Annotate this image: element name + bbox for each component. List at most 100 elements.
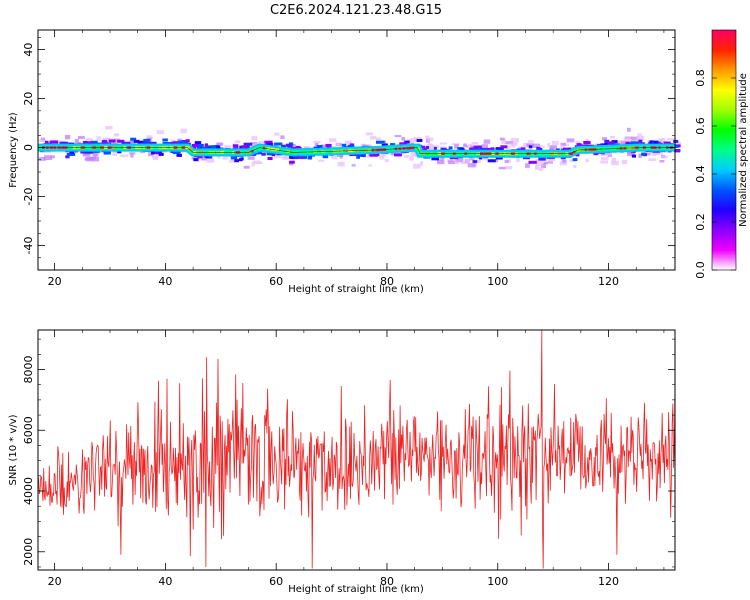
snr-x-axis-label: Height of straight line (km) [288,584,424,595]
spectrogram-band-cell [108,139,116,143]
spectrogram-halo-cell [560,145,565,149]
spectrogram-halo-cell [379,155,385,160]
spectrogram-halo-cell [368,164,372,167]
spectrogram-halo-cell [313,140,321,143]
spectrogram-halo-cell [410,151,417,156]
spectrogram-halo-cell [151,155,159,158]
spectrogram-band-cell [299,155,304,159]
spectrogram-halo-cell [566,138,575,143]
spectrogram-halo-cell [648,158,656,161]
spectrogram-peak-cell [577,149,581,152]
spectrogram-halo-cell [667,138,675,141]
spectrogram-fit-line [38,147,675,154]
spectrogram-halo-cell [547,161,553,164]
spectrogram-halo-cell [575,141,581,145]
spectrogram-halo-cell [494,159,498,163]
spectrogram-peak-cell [569,152,574,155]
spectrogram-halo-cell [636,135,645,141]
spectrogram-halo-cell [129,152,136,155]
spectrogram-band-cell [431,157,439,161]
spectrogram-band-cell [243,142,253,146]
x-tick-label: 120 [598,575,619,588]
spectrogram-band-cell [630,141,638,145]
spectrogram-halo-cell [637,133,643,137]
spectrogram-halo-cell [351,164,356,167]
spectrogram-halo-cell [454,144,459,149]
spectrogram-halo-cell [380,152,386,157]
spectrogram-band-cell [572,158,578,162]
x-tick-label: 40 [158,275,172,288]
spectrogram-band-cell [322,155,329,159]
spectrogram-halo-cell [455,158,464,163]
spectrogram-band-cell [674,149,680,153]
spectrogram-band-cell [143,138,151,142]
spectrogram-halo-cell [198,156,202,160]
spectrogram-halo-cell [463,145,469,148]
spectrogram-band-cell [66,153,76,156]
spectrogram-halo-cell [504,160,509,163]
spectrogram-halo-cell [393,151,400,156]
spectrogram-halo-cell [549,147,554,150]
colorbar-tick-label: 0.4 [694,165,707,183]
spectrogram-halo-cell [216,142,223,146]
spectrogram-band-cell [394,153,402,157]
spectrogram-band-cell [205,155,209,158]
spectrogram-halo-cell [611,157,616,163]
spectrogram-band-cell [230,156,238,160]
spectrogram-band-cell [440,148,447,151]
spectrogram-band-cell [487,159,496,163]
spectrogram-halo-cell [328,138,337,143]
spectrogram-halo-cell [498,166,507,170]
spectrogram-band-cell [82,141,92,145]
spectrogram-band-cell [65,155,70,159]
y-tick-label: 4000 [22,477,35,505]
spectrogram-band-cell [425,146,429,149]
spectrogram-halo-cell [105,126,113,130]
spectrogram-halo-cell [130,153,134,158]
y-tick-label: 6000 [22,416,35,444]
spectrogram-halo-cell [465,158,471,163]
spectrogram-halo-cell [96,136,101,141]
spectrogram-band-cell [404,140,410,144]
spectrogram-band-cell [232,144,239,148]
spectrogram-halo-cell [522,142,530,148]
spectrogram-band-cell [216,145,221,149]
spectrogram-halo-cell [552,140,559,146]
spectrogram-halo-cell [78,135,85,139]
spectrogram-band-cell [197,155,203,159]
spectrogram-halo-cell [370,136,377,140]
spectrogram-band-cell [520,147,526,151]
spectrogram-band-cell [376,140,385,144]
spectrogram-halo-cell [384,159,389,162]
spectrogram-heat-layer [38,126,681,171]
spectrogram-halo-cell [535,161,544,166]
spectrogram-band-cell [289,160,295,164]
spectrogram-halo-cell [623,137,631,142]
spectrogram-band-cell [653,140,659,144]
spectrogram-band-cell [162,142,171,145]
spectrogram-halo-cell [535,165,539,170]
spectrogram-halo-cell [437,159,445,165]
spectrogram-halo-cell [243,165,250,169]
spectrogram-halo-cell [44,155,52,160]
spectrogram-halo-cell [92,156,99,162]
spectrogram-band-cell [185,139,190,143]
spectrogram-band-cell [172,151,181,155]
spectrogram-halo-cell [322,145,328,148]
colorbar-frame [711,29,737,271]
spectrogram-halo-cell [336,142,341,146]
spectrogram-band-cell [198,144,204,147]
spectrogram-band-cell [593,152,599,156]
spectrogram-band-cell [500,145,508,149]
spectrogram-halo-cell [638,153,642,158]
spectrogram-halo-cell [86,138,93,142]
spectrogram-band-cell [416,139,423,142]
colorbar-tick-label: 0.6 [694,117,707,135]
spectrogram-halo-cell [440,156,445,160]
spectrogram-band-cell [349,144,355,148]
spectrogram-band-cell [341,143,347,147]
spectrogram-halo-cell [526,143,535,147]
colorbar-tick-label: 0.8 [694,69,707,87]
colorbar-gradient [712,30,736,270]
spectrogram-band-cell [194,141,202,145]
